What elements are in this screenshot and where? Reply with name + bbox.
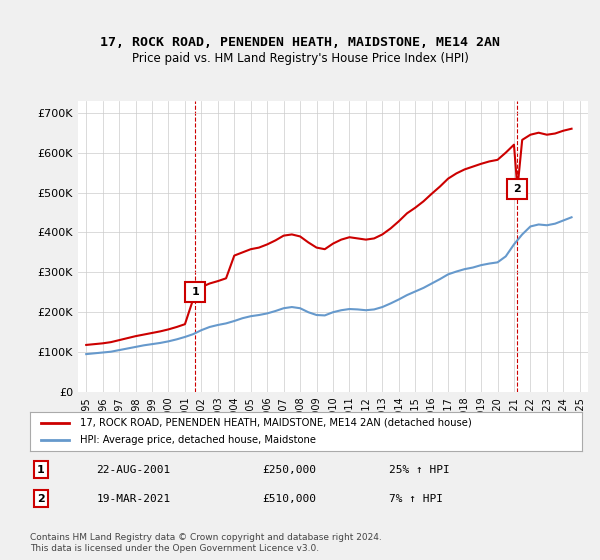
Text: 22-AUG-2001: 22-AUG-2001	[96, 465, 170, 475]
Text: 17, ROCK ROAD, PENENDEN HEATH, MAIDSTONE, ME14 2AN (detached house): 17, ROCK ROAD, PENENDEN HEATH, MAIDSTONE…	[80, 418, 472, 428]
Text: 7% ↑ HPI: 7% ↑ HPI	[389, 494, 443, 504]
Text: 2: 2	[37, 494, 45, 504]
Text: HPI: Average price, detached house, Maidstone: HPI: Average price, detached house, Maid…	[80, 435, 316, 445]
Text: 17, ROCK ROAD, PENENDEN HEATH, MAIDSTONE, ME14 2AN: 17, ROCK ROAD, PENENDEN HEATH, MAIDSTONE…	[100, 36, 500, 49]
Text: Contains HM Land Registry data © Crown copyright and database right 2024.
This d: Contains HM Land Registry data © Crown c…	[30, 533, 382, 553]
Text: 25% ↑ HPI: 25% ↑ HPI	[389, 465, 449, 475]
Text: 1: 1	[191, 287, 199, 297]
Text: 2: 2	[514, 184, 521, 194]
Text: £510,000: £510,000	[262, 494, 316, 504]
Text: 1: 1	[37, 465, 45, 475]
Text: 19-MAR-2021: 19-MAR-2021	[96, 494, 170, 504]
Text: Price paid vs. HM Land Registry's House Price Index (HPI): Price paid vs. HM Land Registry's House …	[131, 52, 469, 64]
Text: £250,000: £250,000	[262, 465, 316, 475]
